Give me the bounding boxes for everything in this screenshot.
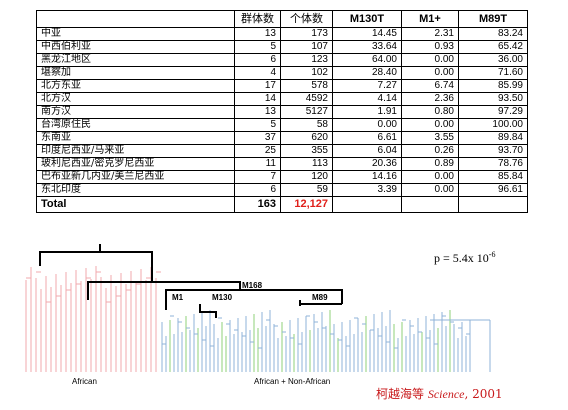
- p-value-exponent: -6: [488, 250, 496, 259]
- p-value: p = 5.4x 10-6: [434, 250, 495, 266]
- citation-journal: Science: [427, 387, 465, 401]
- citation: 柯越海等 Science, 2001: [376, 385, 503, 402]
- table-row: 堪察加 4 102 28.40 0.00 71.60: [36, 66, 528, 80]
- m89-branch: [299, 300, 342, 306]
- tree-leaves: [25, 266, 491, 372]
- label-african: African: [72, 377, 97, 386]
- total-label: Total: [36, 196, 235, 213]
- header-m89t: M89T: [458, 10, 528, 28]
- citation-year: , 2001: [464, 387, 503, 401]
- total-row: Total 163 12,127: [36, 196, 528, 213]
- total-m89t: [458, 196, 528, 213]
- table-row: 黑龙江地区 6 123 64.00 0.00 36.00: [36, 53, 528, 67]
- label-african-non-african: African + Non-African: [254, 377, 330, 386]
- total-groups: 163: [234, 196, 281, 213]
- haplogroup-table: 群体数 个体数 M130T M1+ M89T 中亚 13 173 14.45 2.31 8…: [36, 10, 528, 213]
- table-row: 北方东亚 17 578 7.27 6.74 85.99: [36, 79, 528, 93]
- m168-branch: [165, 289, 343, 304]
- label-m1: M1: [172, 293, 184, 302]
- label-m130: M130: [212, 293, 233, 302]
- p-value-base: p = 5.4x 10: [434, 251, 489, 265]
- table-row: 北方汉 14 4592 4.14 2.36 93.50: [36, 92, 528, 106]
- m130-branch: [165, 304, 217, 318]
- label-m89: M89: [312, 293, 328, 302]
- table-row: 东南亚 37 620 6.61 3.55 89.84: [36, 131, 528, 145]
- root-branch: [39, 244, 241, 300]
- tree-backbone: [39, 244, 343, 318]
- table-row: 台湾原住民 5 58 0.00 0.00 100.00: [36, 118, 528, 132]
- citation-authors: 柯越海等: [376, 387, 425, 401]
- table-header-row: 群体数 个体数 M130T M1+ M89T: [36, 10, 528, 28]
- label-m168: M168: [242, 281, 263, 290]
- header-groups: 群体数: [234, 10, 281, 28]
